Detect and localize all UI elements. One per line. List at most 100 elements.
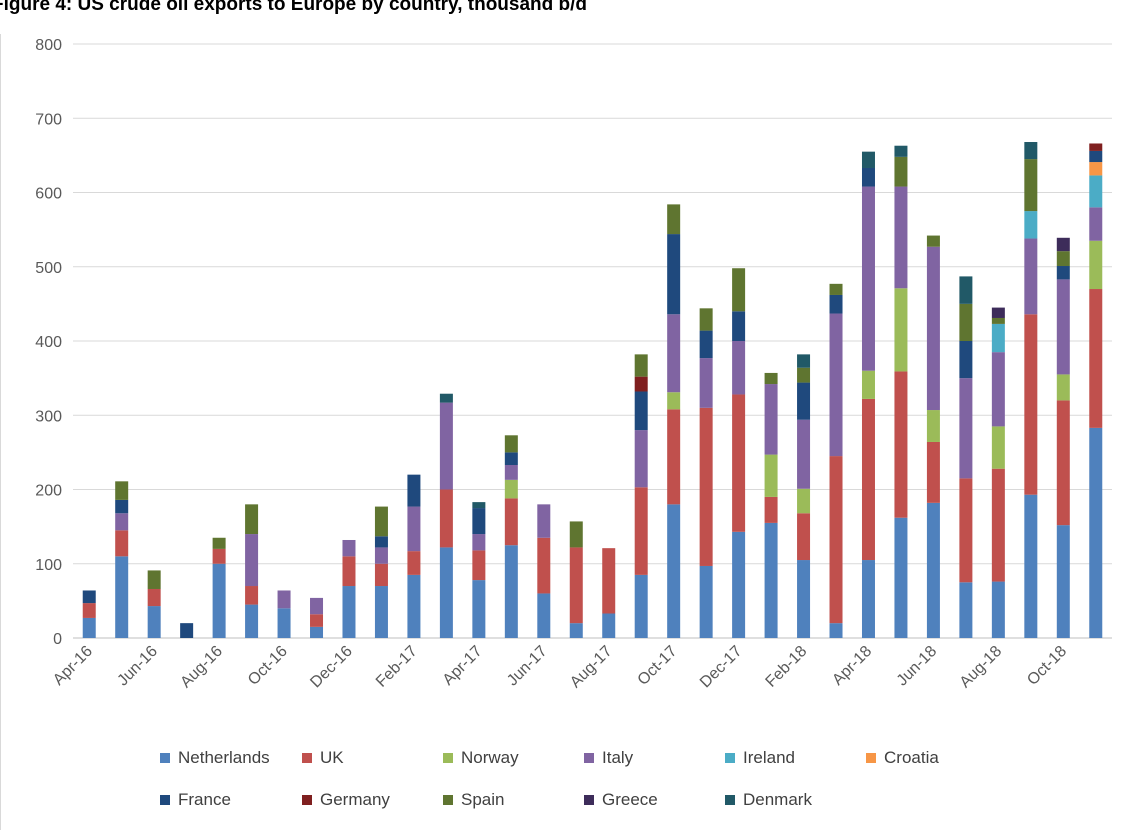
bar-segment bbox=[667, 504, 681, 638]
bar-segment bbox=[797, 367, 811, 383]
bar-segment bbox=[959, 582, 973, 638]
legend-swatch bbox=[584, 795, 594, 805]
x-tick-label: Aug-16 bbox=[177, 643, 226, 692]
bar-segment bbox=[959, 276, 973, 304]
bar-segment bbox=[537, 504, 551, 538]
legend-swatch bbox=[302, 753, 312, 763]
bar-segment bbox=[829, 623, 843, 638]
bar-segment bbox=[504, 545, 518, 638]
bar-segment bbox=[764, 372, 778, 385]
bar-segment bbox=[634, 376, 648, 392]
bar-segment bbox=[277, 608, 291, 638]
bar-segment bbox=[115, 481, 129, 500]
bar-segment bbox=[115, 556, 129, 638]
bar-segment bbox=[634, 354, 648, 377]
bar-segment bbox=[861, 370, 875, 399]
bar-segment bbox=[894, 186, 908, 289]
bar-segment bbox=[894, 145, 908, 157]
bar-segment bbox=[959, 478, 973, 583]
x-tick-label: Dec-17 bbox=[697, 643, 746, 692]
x-tick-label: Dec-16 bbox=[307, 643, 356, 692]
bar-segment bbox=[147, 570, 161, 589]
bar-segment bbox=[245, 534, 259, 587]
bar-segment bbox=[407, 574, 421, 638]
bar-segment bbox=[472, 580, 486, 638]
bar-segment bbox=[797, 419, 811, 489]
legend-label: Netherlands bbox=[178, 748, 270, 767]
y-axis-tick-labels: 0 100 200 300 400 500 600 700 800 bbox=[35, 37, 62, 648]
x-tick-label: Apr-18 bbox=[829, 643, 875, 689]
bar-segment bbox=[310, 597, 324, 615]
legend-label: Ireland bbox=[743, 748, 795, 767]
bar-segment bbox=[472, 508, 486, 535]
bar-segment bbox=[82, 603, 96, 618]
bar-segment bbox=[212, 548, 226, 564]
legend-label: UK bbox=[320, 748, 344, 767]
bar-segment bbox=[699, 407, 713, 566]
legend-label: Greece bbox=[602, 790, 658, 809]
bar-segment bbox=[1056, 251, 1070, 267]
bar-segment bbox=[667, 204, 681, 235]
bar-segment bbox=[1089, 143, 1103, 151]
bar-segment bbox=[82, 617, 96, 638]
bar-segment bbox=[1089, 289, 1103, 428]
bar-segment bbox=[699, 330, 713, 359]
bar-segment bbox=[407, 506, 421, 552]
y-tick-label: 600 bbox=[35, 186, 62, 203]
bar-segment bbox=[245, 604, 259, 638]
bar-segment bbox=[374, 506, 388, 537]
bar-segment bbox=[1056, 525, 1070, 638]
bar-segment bbox=[1024, 211, 1038, 239]
bar-segment bbox=[732, 268, 746, 312]
y-tick-label: 200 bbox=[35, 483, 62, 500]
bar-segment bbox=[569, 623, 583, 638]
legend-label: Denmark bbox=[743, 790, 812, 809]
bar-segment bbox=[959, 341, 973, 379]
bar-segment bbox=[764, 454, 778, 497]
bar-segment bbox=[1024, 142, 1038, 160]
bar-segment bbox=[277, 590, 291, 609]
x-tick-label: Oct-16 bbox=[245, 643, 291, 689]
bar-segment bbox=[504, 435, 518, 453]
bar-segment bbox=[439, 393, 453, 403]
chart-border bbox=[0, 34, 1, 830]
bar-segment bbox=[407, 551, 421, 575]
bar-segment bbox=[861, 168, 875, 187]
bar-segment bbox=[732, 341, 746, 395]
bar-segment bbox=[894, 517, 908, 638]
bar-segment bbox=[374, 536, 388, 548]
bar-segment bbox=[926, 441, 940, 503]
y-tick-label: 100 bbox=[35, 557, 62, 574]
bar-segment bbox=[115, 530, 129, 557]
bar-segment bbox=[699, 308, 713, 331]
bar-segment bbox=[991, 581, 1005, 638]
legend-swatch bbox=[725, 753, 735, 763]
legend-label: France bbox=[178, 790, 231, 809]
bar-segment bbox=[374, 563, 388, 587]
bar-segment bbox=[797, 513, 811, 561]
bar-segment bbox=[569, 547, 583, 624]
bar-segment bbox=[894, 156, 908, 187]
legend-swatch bbox=[160, 795, 170, 805]
bar-segment bbox=[504, 452, 518, 465]
bar-segment bbox=[991, 307, 1005, 318]
bar-segment bbox=[602, 613, 616, 638]
legend-swatch bbox=[302, 795, 312, 805]
bar-segment bbox=[504, 465, 518, 480]
bar-segment bbox=[829, 313, 843, 457]
gridlines bbox=[73, 43, 1112, 639]
legend-label: Italy bbox=[602, 748, 634, 767]
bar-segment bbox=[472, 550, 486, 581]
bar-segment bbox=[1056, 400, 1070, 526]
bar-segment bbox=[439, 489, 453, 548]
bars bbox=[82, 142, 1103, 638]
bar-segment bbox=[667, 409, 681, 505]
bar-segment bbox=[342, 556, 356, 587]
bar-segment bbox=[1056, 266, 1070, 280]
bar-segment bbox=[634, 574, 648, 638]
chart-title: Figure 4: US crude oil exports to Europe… bbox=[0, 0, 588, 15]
bar-segment bbox=[797, 354, 811, 368]
bar-segment bbox=[1024, 494, 1038, 638]
bar-segment bbox=[374, 547, 388, 564]
